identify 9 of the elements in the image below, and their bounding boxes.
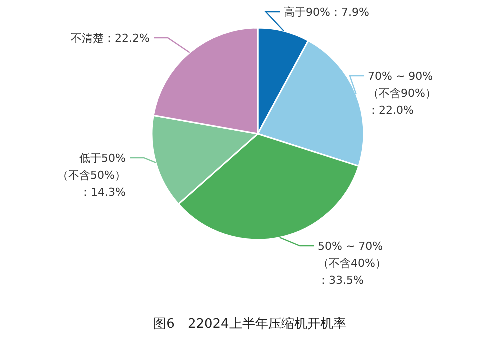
slice-label: 低于50%（不含50%） xyxy=(58,152,126,182)
data-label: ：22.0% xyxy=(368,104,414,117)
data-label: ：14.3% xyxy=(80,186,126,199)
slice-label: 50% ~ 70%（不含40%） xyxy=(318,240,386,270)
data-label: ：33.5% xyxy=(318,274,364,287)
text: 图6 22024上半年压缩机开机率 xyxy=(154,316,346,332)
slice-label: 高于90%：7.9% xyxy=(284,6,370,19)
slice-label: 不清楚：22.2% xyxy=(71,32,150,45)
slice-label: 70% ~ 90%（不含90%） xyxy=(368,70,436,100)
